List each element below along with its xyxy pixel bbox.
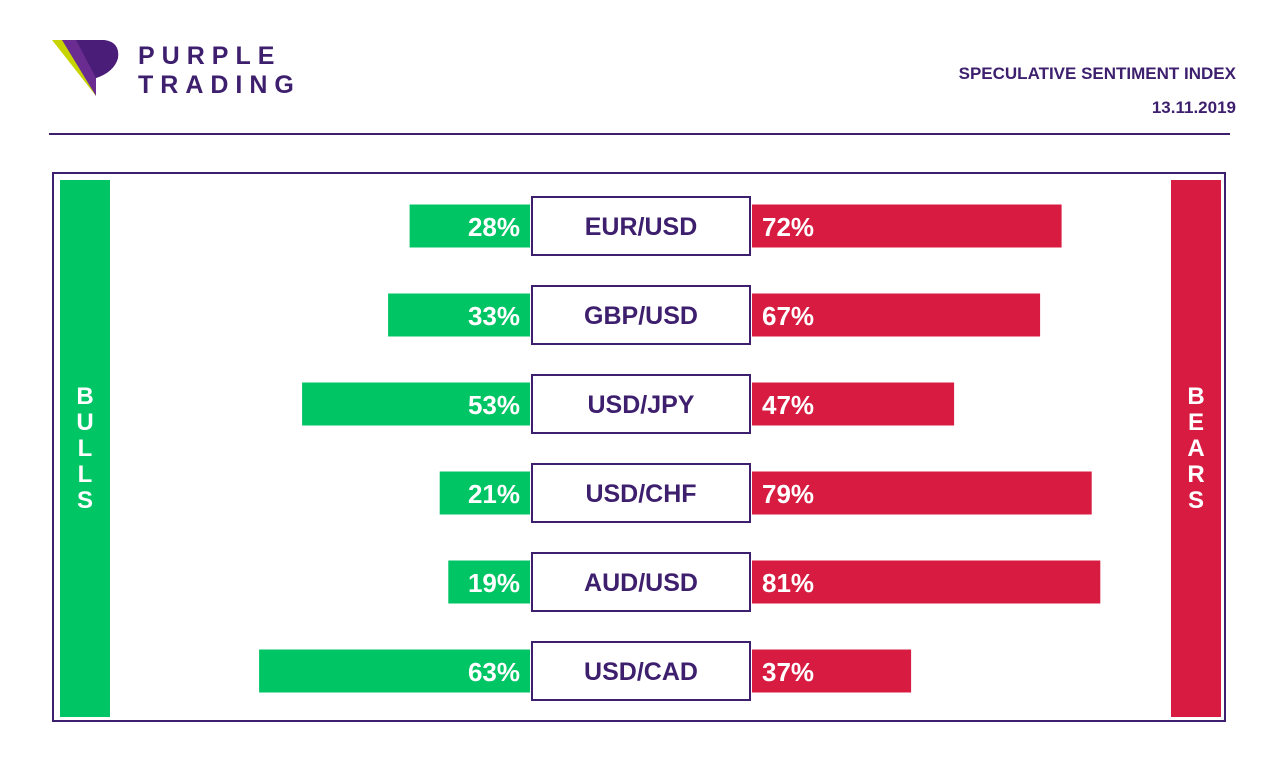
bear-value-eur-usd: 72% (762, 212, 814, 242)
bulls-side-bar: BULLS (60, 180, 110, 717)
chart-date: 13.11.2019 (1151, 98, 1236, 117)
brand-name: PURPLE TRADING (138, 42, 301, 100)
bear-value-aud-usd: 81% (762, 568, 814, 598)
bull-value-usd-cad: 63% (468, 657, 520, 687)
bull-bar-usd-jpy (302, 382, 530, 426)
bear-value-usd-cad: 37% (762, 657, 814, 687)
bear-value-usd-chf: 79% (762, 479, 814, 509)
purple-trading-logo (52, 40, 119, 96)
bull-value-aud-usd: 19% (468, 568, 520, 598)
chart-frame (52, 172, 1226, 722)
bull-bar-eur-usd (409, 204, 530, 248)
bear-bar-eur-usd (752, 204, 1062, 248)
bull-value-gbp-usd: 33% (468, 301, 520, 331)
pair-label-aud-usd: AUD/USD (584, 569, 698, 597)
bears-side-bar: BEARS (1171, 180, 1221, 717)
bear-bar-usd-chf (752, 471, 1092, 515)
pair-label-usd-chf: USD/CHF (585, 480, 696, 508)
bull-bar-aud-usd (448, 560, 530, 604)
brand-line-1: PURPLE (138, 42, 282, 70)
bull-value-eur-usd: 28% (468, 212, 520, 242)
pair-label-eur-usd: EUR/USD (585, 213, 698, 241)
bulls-label: BULLS (76, 382, 94, 514)
bear-value-gbp-usd: 67% (762, 301, 814, 331)
pair-label-gbp-usd: GBP/USD (584, 302, 698, 330)
bear-value-usd-jpy: 47% (762, 390, 814, 420)
bear-bar-aud-usd (752, 560, 1101, 604)
bears-label: BEARS (1187, 382, 1205, 514)
pair-box-usd-jpy (531, 374, 751, 434)
bear-bar-gbp-usd (752, 293, 1041, 337)
bear-bar-usd-jpy (752, 382, 955, 426)
bull-bar-usd-cad (259, 649, 530, 693)
chart-title: SPECULATIVE SENTIMENT INDEX (958, 64, 1236, 83)
pair-label-usd-jpy: USD/JPY (588, 391, 695, 419)
bear-bar-usd-cad (752, 649, 912, 693)
pair-box-gbp-usd (531, 285, 751, 345)
pair-box-usd-cad (531, 641, 751, 701)
pair-box-aud-usd (531, 552, 751, 612)
bull-value-usd-chf: 21% (468, 479, 520, 509)
header-info: SPECULATIVE SENTIMENT INDEX 13.11.2019 (959, 57, 1236, 125)
bull-bar-gbp-usd (388, 293, 530, 337)
brand-line-2: TRADING (138, 71, 301, 99)
bull-bar-usd-chf (439, 471, 530, 515)
bull-value-usd-jpy: 53% (468, 390, 520, 420)
pair-box-usd-chf (531, 463, 751, 523)
pair-label-usd-cad: USD/CAD (584, 658, 698, 686)
pair-box-eur-usd (531, 196, 751, 256)
header-divider (49, 133, 1230, 135)
